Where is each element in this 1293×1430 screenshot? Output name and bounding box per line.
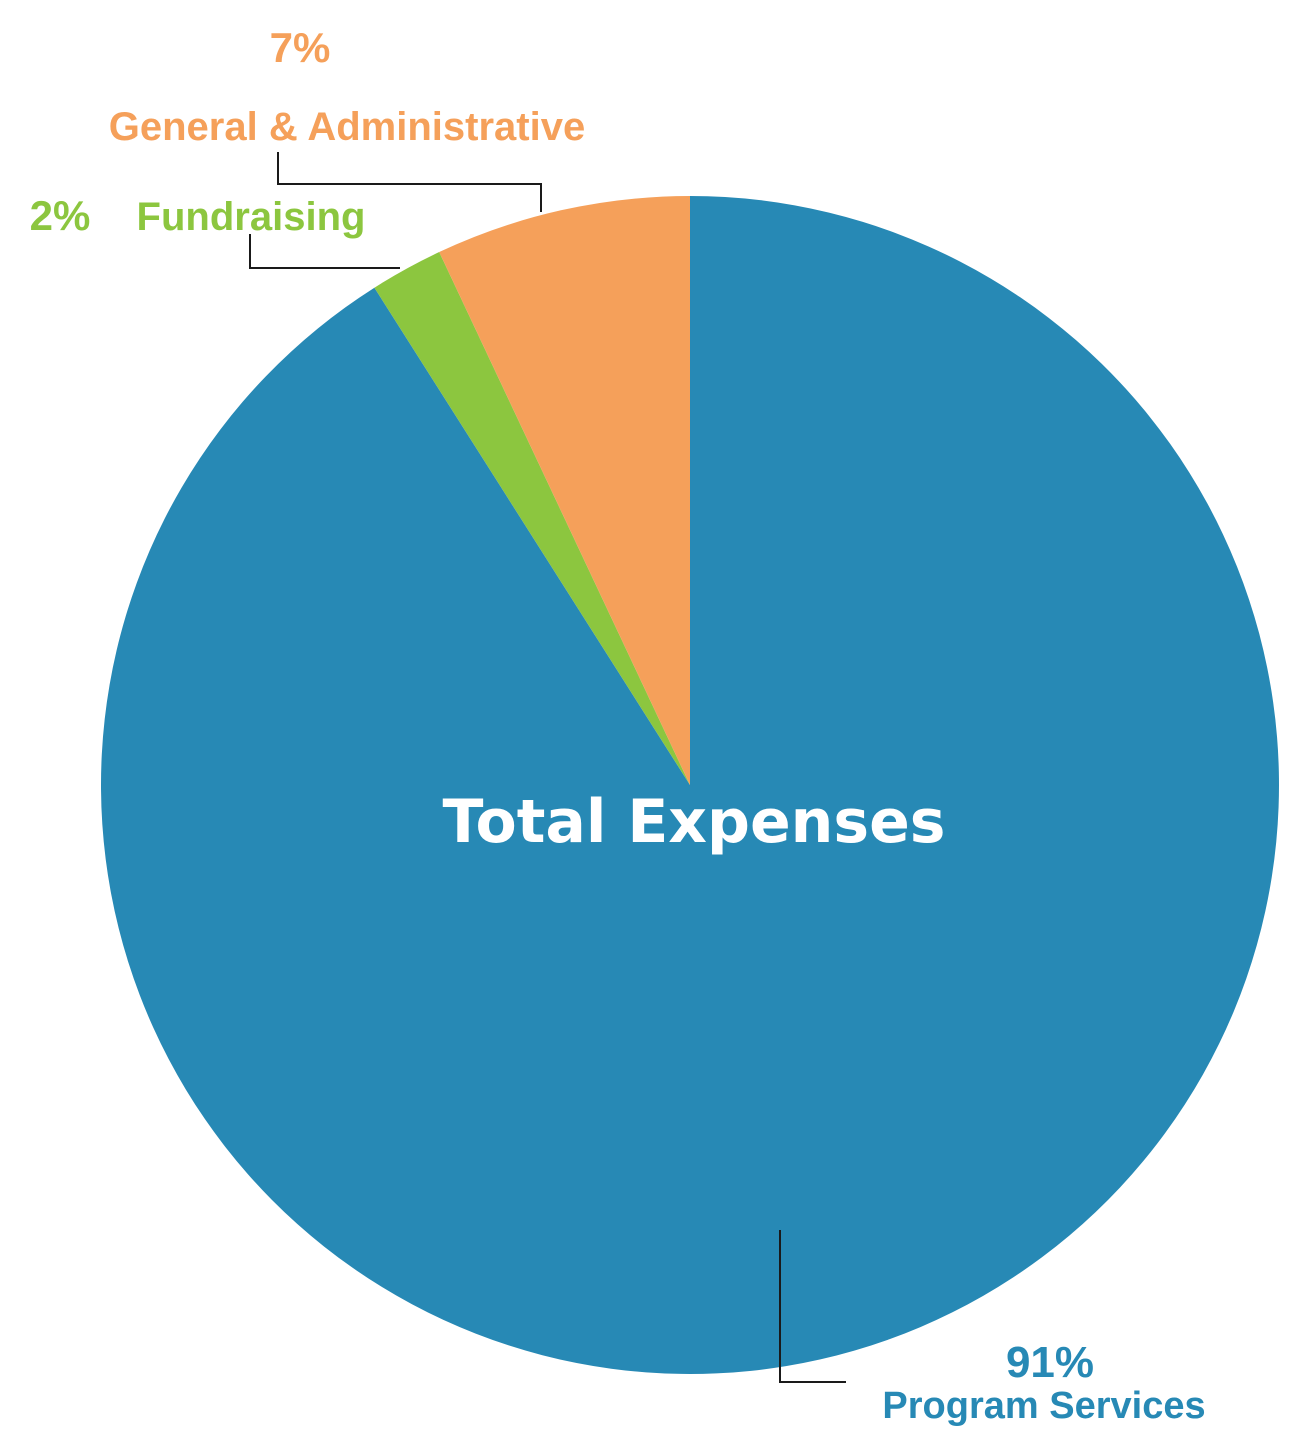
slice-label-program-services: Program Services [882, 1385, 1205, 1427]
slice-label-fundraising: Fundraising [137, 195, 366, 239]
slice-percent-program-services: 91% [1006, 1338, 1094, 1387]
chart-title: Total Expenses [443, 787, 946, 857]
slice-percent-general-administrative: 7% [270, 24, 331, 71]
pie-slice-program-services [100, 196, 1279, 1374]
leader-line-program-services [779, 1230, 846, 1383]
pie-slice-fundraising [374, 252, 690, 785]
pie-slices [100, 196, 1279, 1374]
slice-label-general-administrative: General & Administrative [109, 105, 585, 149]
leader-line-general-administrative [277, 152, 542, 212]
pie-slice-general-administrative [439, 196, 690, 785]
slice-percent-fundraising: 2% [30, 192, 91, 239]
leader-line-fundraising [249, 234, 400, 269]
